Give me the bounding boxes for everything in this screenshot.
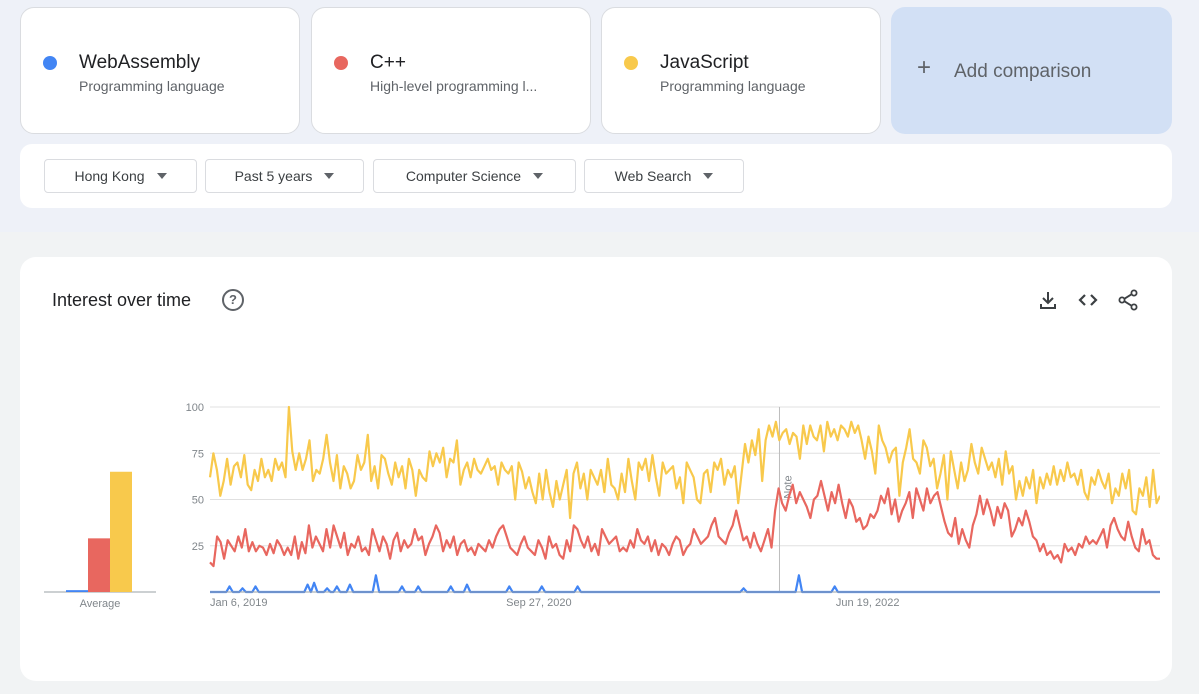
series-line-webassembly xyxy=(210,574,1160,594)
term-color-dot xyxy=(334,56,348,70)
y-tick-label: 50 xyxy=(192,495,204,507)
average-bar-javascript xyxy=(110,471,132,592)
panel-title: Interest over time xyxy=(52,290,192,310)
y-tick-label: 25 xyxy=(192,541,204,553)
plus-icon: + xyxy=(917,54,932,81)
search-type-filter-label: Web Search xyxy=(614,168,692,184)
x-tick-label: Jan 6, 2019 xyxy=(210,597,268,609)
region-filter[interactable]: Hong Kong xyxy=(44,159,197,193)
download-icon[interactable] xyxy=(1036,288,1060,312)
average-bar-chart: Average xyxy=(44,471,156,610)
term-card-javascript[interactable]: JavaScript Programming language xyxy=(601,7,881,134)
dropdown-caret-icon xyxy=(324,173,335,179)
term-name: JavaScript xyxy=(660,52,749,73)
term-type: Programming language xyxy=(79,78,225,94)
term-color-dot xyxy=(43,56,57,70)
add-comparison-button[interactable]: + Add comparison xyxy=(891,7,1172,134)
interest-over-time-panel: Interest over time ? Average 25 50 75 100 No… xyxy=(20,257,1172,681)
term-name: WebAssembly xyxy=(79,52,201,73)
search-type-filter[interactable]: Web Search xyxy=(584,159,744,193)
term-color-dot xyxy=(624,56,638,70)
x-tick-label: Jun 19, 2022 xyxy=(836,597,900,609)
x-tick-label: Sep 27, 2020 xyxy=(506,597,571,609)
term-type: Programming language xyxy=(660,78,806,94)
average-bar-webassembly xyxy=(66,590,88,592)
term-card-cpp[interactable]: C++ High-level programming l... xyxy=(311,7,591,134)
y-tick-label: 100 xyxy=(186,402,204,414)
dropdown-caret-icon xyxy=(156,173,167,179)
embed-code-icon[interactable] xyxy=(1076,288,1100,312)
category-filter-label: Computer Science xyxy=(405,168,522,184)
help-icon[interactable]: ? xyxy=(222,289,244,311)
y-tick-label: 75 xyxy=(192,448,204,460)
series-line-c xyxy=(209,479,1160,568)
interest-line-chart: 25 50 75 100 Note Jan 6, 2019 Sep 27, 2020 Jun … xyxy=(186,402,1160,609)
filter-bar: Hong Kong Past 5 years Computer Science … xyxy=(20,144,1172,208)
average-bar-c xyxy=(88,538,110,592)
series-line-javascript xyxy=(208,405,1160,520)
average-label: Average xyxy=(80,598,121,610)
time-range-filter[interactable]: Past 5 years xyxy=(205,159,364,193)
add-comparison-label: Add comparison xyxy=(954,61,1092,82)
time-range-filter-label: Past 5 years xyxy=(234,168,313,184)
term-name: C++ xyxy=(370,52,406,73)
share-icon[interactable] xyxy=(1116,288,1140,312)
note-marker-label: Note xyxy=(782,475,794,498)
region-filter-label: Hong Kong xyxy=(74,168,145,184)
category-filter[interactable]: Computer Science xyxy=(373,159,576,193)
dropdown-caret-icon xyxy=(533,173,544,179)
term-type: High-level programming l... xyxy=(370,78,538,94)
dropdown-caret-icon xyxy=(703,173,714,179)
term-card-webassembly[interactable]: WebAssembly Programming language xyxy=(20,7,300,134)
